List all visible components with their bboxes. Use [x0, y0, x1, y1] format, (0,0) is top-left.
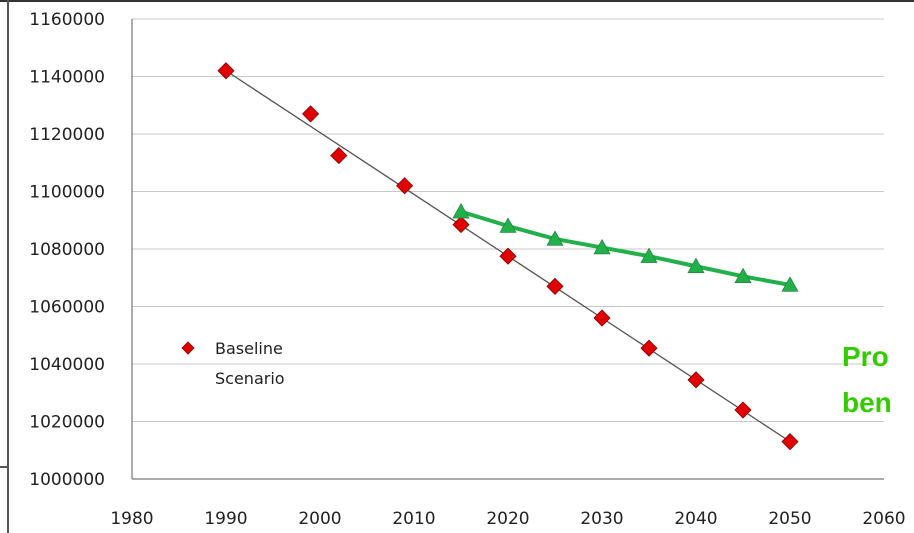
projection-point: [734, 267, 752, 284]
legend-label-line2: Scenario: [215, 369, 285, 388]
gridlines: [132, 18, 884, 422]
y-tick-label: 1060000: [29, 298, 105, 318]
annotation-line1: Pro: [842, 341, 889, 372]
x-tick-labels: 1980 1990 2000 2010 2020 2030 2040 2050 2060: [110, 509, 905, 529]
x-tick-label: 1990: [204, 509, 247, 529]
projection-series-line: [460, 209, 791, 287]
baseline-point: [452, 215, 470, 234]
projection-point: [781, 276, 799, 292]
x-tick-label: 2050: [768, 509, 811, 529]
baseline-point: [330, 146, 348, 165]
baseline-point: [302, 105, 320, 123]
x-tick-label: 2010: [392, 509, 435, 529]
projection-point: [640, 247, 658, 263]
baseline-point: [217, 62, 235, 80]
y-tick-label: 1100000: [29, 183, 105, 203]
baseline-point: [781, 433, 799, 451]
projection-point: [687, 257, 705, 273]
x-tick-label: 2000: [298, 509, 341, 529]
y-tick-label: 1160000: [29, 10, 105, 30]
projection-annotation: Pro ben: [842, 341, 892, 418]
x-tick-label: 2030: [580, 509, 623, 529]
y-tick-labels: 1000000 1020000 1040000 1060000 1080000 11000…: [29, 10, 105, 490]
baseline-point: [499, 247, 517, 265]
baseline-point: [593, 309, 611, 327]
y-tick-label: 1120000: [29, 125, 105, 145]
projection-point: [499, 217, 517, 233]
y-tick-label: 1000000: [29, 470, 105, 490]
x-tick-label: 2060: [862, 509, 905, 529]
legend: Baseline Scenario: [181, 339, 285, 388]
baseline-point: [396, 177, 414, 195]
baseline-point: [734, 401, 752, 419]
legend-diamond-marker: [181, 341, 195, 355]
x-tick-label: 2020: [486, 509, 529, 529]
series-lines: [460, 209, 791, 287]
y-tick-label: 1020000: [29, 413, 105, 433]
legend-diamond-icon: [181, 341, 195, 355]
x-tick-label: 2040: [674, 509, 717, 529]
projection-point: [593, 238, 611, 255]
data-markers: [217, 62, 799, 451]
x-tick-label: 1980: [110, 509, 153, 529]
annotation-line2: ben: [842, 387, 892, 418]
axes: [131, 19, 884, 480]
baseline-point: [546, 277, 564, 295]
baseline-point: [640, 339, 658, 357]
y-tick-label: 1080000: [29, 240, 105, 260]
projection-point: [452, 203, 470, 219]
y-tick-label: 1040000: [29, 355, 105, 375]
baseline-point: [687, 371, 705, 389]
legend-label-line1: Baseline: [215, 339, 283, 358]
projection-point: [546, 230, 564, 246]
y-tick-label: 1140000: [29, 68, 105, 88]
